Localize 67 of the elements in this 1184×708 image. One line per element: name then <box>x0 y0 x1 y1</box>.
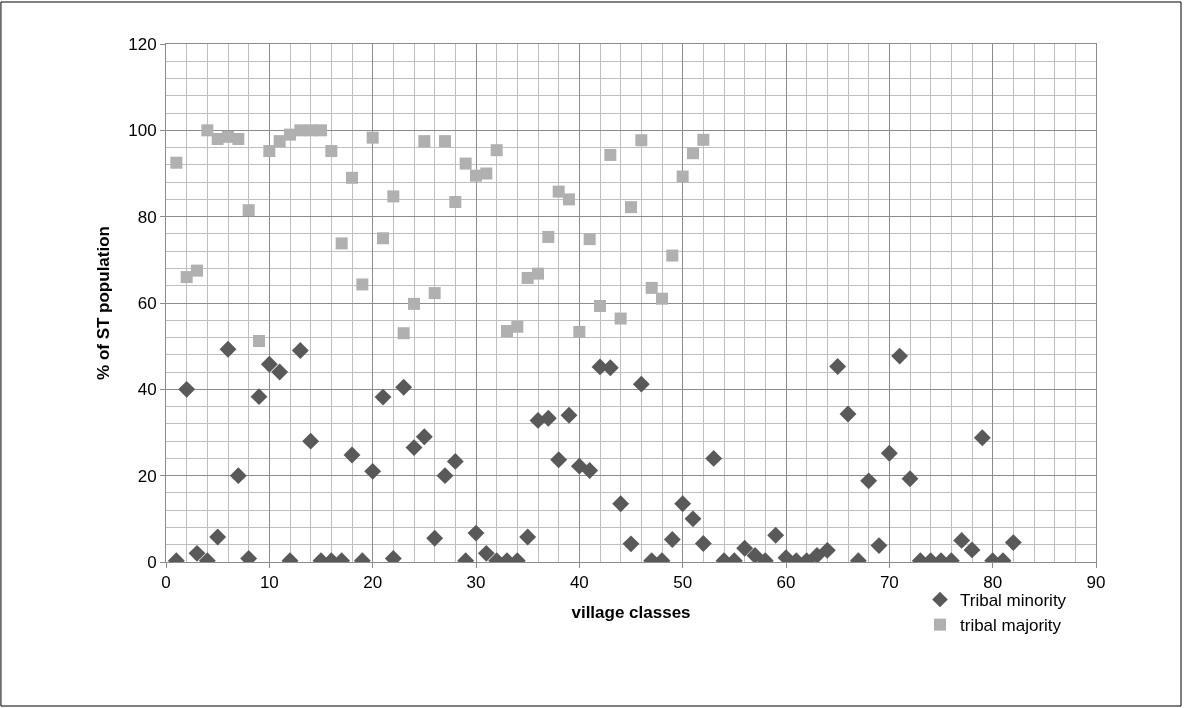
point <box>656 292 668 305</box>
point <box>201 124 214 137</box>
point <box>325 145 338 158</box>
point <box>490 144 503 157</box>
point <box>242 204 255 217</box>
point <box>532 267 544 280</box>
point <box>449 195 462 208</box>
point <box>583 233 596 246</box>
point <box>428 287 441 300</box>
point <box>315 124 327 137</box>
point <box>563 193 575 206</box>
point <box>511 320 524 333</box>
point <box>459 157 472 170</box>
point <box>604 148 617 161</box>
point <box>573 325 586 338</box>
legend-label: Tribal minority <box>960 591 1067 611</box>
point <box>480 167 493 180</box>
y-tick-label: 100 <box>128 121 157 141</box>
x-tick-label: 40 <box>569 573 589 593</box>
point <box>387 190 400 203</box>
point <box>614 312 627 325</box>
point <box>366 131 379 144</box>
point <box>697 133 710 146</box>
point <box>418 135 431 148</box>
y-tick-label: 40 <box>137 380 157 400</box>
point <box>676 170 689 183</box>
point <box>377 232 389 245</box>
point <box>273 135 286 148</box>
y-tick-label: 60 <box>137 293 157 313</box>
point <box>687 147 699 160</box>
point <box>625 201 637 214</box>
x-tick-label: 50 <box>673 573 693 593</box>
y-axis-title: % of ST population <box>93 226 113 380</box>
x-tick-label: 80 <box>983 573 1003 593</box>
point <box>666 249 679 262</box>
x-tick-label: 70 <box>879 573 899 593</box>
point <box>397 327 410 340</box>
legend-label: tribal majority <box>960 616 1062 636</box>
y-tick-label: 20 <box>137 466 157 486</box>
point <box>191 264 203 277</box>
point <box>408 297 420 310</box>
point <box>594 300 606 313</box>
x-tick-label: 0 <box>161 573 171 593</box>
x-tick-label: 60 <box>776 573 796 593</box>
point <box>542 230 555 243</box>
y-tick-label: 80 <box>137 207 157 227</box>
point <box>294 124 307 137</box>
x-axis-title: village classes <box>571 602 691 622</box>
point <box>335 237 348 250</box>
point <box>346 171 358 184</box>
x-tick-label: 30 <box>466 573 486 593</box>
point <box>439 135 451 148</box>
y-tick-label: 120 <box>128 34 157 54</box>
point <box>253 334 265 347</box>
x-tick-label: 90 <box>1086 573 1106 593</box>
x-tick-label: 10 <box>259 573 279 593</box>
point <box>232 132 245 145</box>
point <box>263 145 276 158</box>
point <box>645 281 658 294</box>
point <box>635 134 648 147</box>
y-tick-label: 0 <box>147 552 157 572</box>
point <box>170 156 183 169</box>
point <box>356 278 369 291</box>
point <box>284 128 296 141</box>
x-tick-label: 20 <box>363 573 383 593</box>
point <box>552 185 565 198</box>
point <box>180 271 193 284</box>
